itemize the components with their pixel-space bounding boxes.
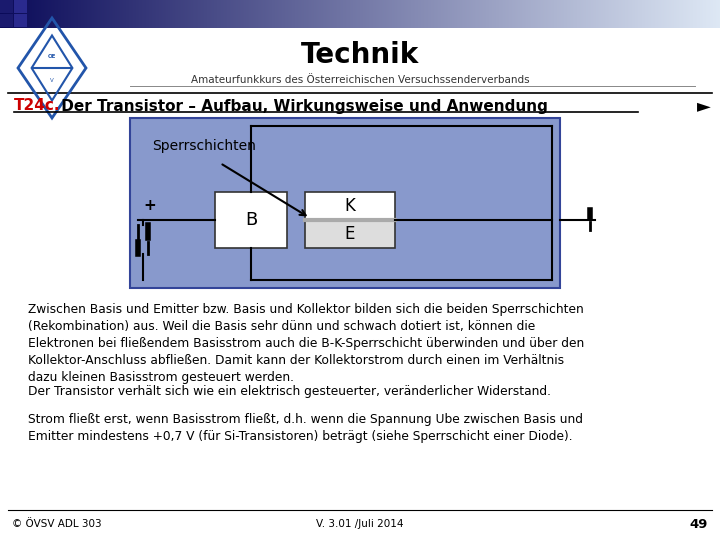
Bar bbox=[305, 220, 395, 248]
Text: ►: ► bbox=[697, 97, 711, 115]
Text: V: V bbox=[50, 78, 54, 83]
Bar bbox=[130, 118, 560, 288]
Text: Amateurfunkkurs des Österreichischen Versuchssenderverbands: Amateurfunkkurs des Österreichischen Ver… bbox=[191, 75, 529, 85]
Text: Technik: Technik bbox=[301, 41, 419, 69]
Text: V. 3.01 /Juli 2014: V. 3.01 /Juli 2014 bbox=[316, 519, 404, 529]
Bar bbox=[305, 192, 395, 220]
Text: T24c.: T24c. bbox=[14, 98, 60, 113]
Bar bbox=[14, 0, 27, 13]
Text: Strom fließt erst, wenn Basisstrom fließt, d.h. wenn die Spannung Ube zwischen B: Strom fließt erst, wenn Basisstrom fließ… bbox=[28, 413, 583, 443]
Bar bbox=[215, 192, 287, 248]
Text: K: K bbox=[345, 197, 356, 215]
Text: 49: 49 bbox=[690, 517, 708, 530]
Bar bbox=[0, 0, 13, 13]
Text: Der Transistor verhält sich wie ein elektrisch gesteuerter, veränderlicher Wider: Der Transistor verhält sich wie ein elek… bbox=[28, 385, 551, 398]
Text: OE: OE bbox=[48, 53, 56, 58]
Text: © ÖVSV ADL 303: © ÖVSV ADL 303 bbox=[12, 519, 102, 529]
Text: Der Transistor – Aufbau, Wirkungsweise und Anwendung: Der Transistor – Aufbau, Wirkungsweise u… bbox=[56, 98, 548, 113]
Bar bbox=[14, 14, 27, 27]
Text: +: + bbox=[143, 199, 156, 213]
Text: Sperrschichten: Sperrschichten bbox=[152, 139, 256, 153]
Text: Zwischen Basis und Emitter bzw. Basis und Kollektor bilden sich die beiden Sperr: Zwischen Basis und Emitter bzw. Basis un… bbox=[28, 303, 584, 384]
Text: E: E bbox=[345, 225, 355, 243]
Bar bbox=[0, 14, 13, 27]
Text: B: B bbox=[245, 211, 257, 229]
